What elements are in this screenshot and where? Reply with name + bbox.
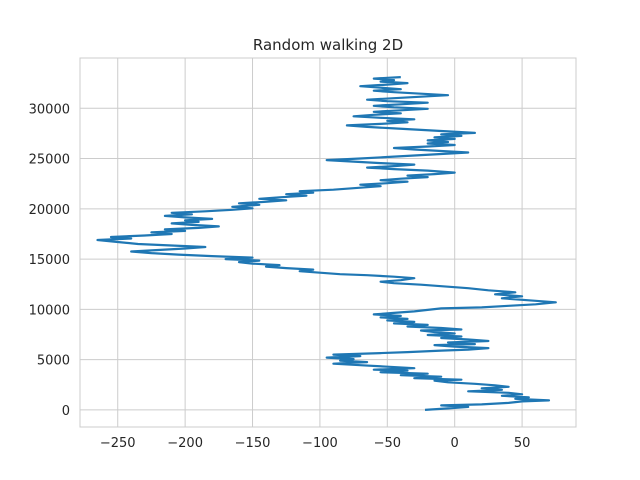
chart-title: Random walking 2D: [253, 36, 403, 54]
x-tick-label: −100: [302, 436, 338, 451]
x-tick-label: 0: [451, 436, 459, 451]
x-tick-labels: −250 −200 −150 −100 −50 0 50: [100, 436, 530, 451]
y-tick-labels: 0 5000 10000 15000 20000 25000 30000: [29, 102, 70, 419]
y-tick-label: 15000: [29, 253, 70, 268]
y-tick-label: 30000: [29, 102, 70, 117]
x-tick-label: 50: [514, 436, 531, 451]
x-tick-label: −250: [100, 436, 136, 451]
y-tick-label: 0: [62, 404, 70, 419]
x-tick-label: −200: [167, 436, 203, 451]
y-tick-label: 25000: [29, 153, 70, 168]
x-tick-label: −150: [235, 436, 271, 451]
plot-area-frame: [79, 57, 577, 428]
y-tick-label: 5000: [37, 354, 70, 369]
y-tick-label: 10000: [29, 303, 70, 318]
y-tick-label: 20000: [29, 203, 70, 218]
x-tick-label: −50: [374, 436, 401, 451]
series-layer: [96, 76, 557, 411]
grid-lines: [80, 58, 576, 427]
random-walk-line: [96, 76, 557, 411]
